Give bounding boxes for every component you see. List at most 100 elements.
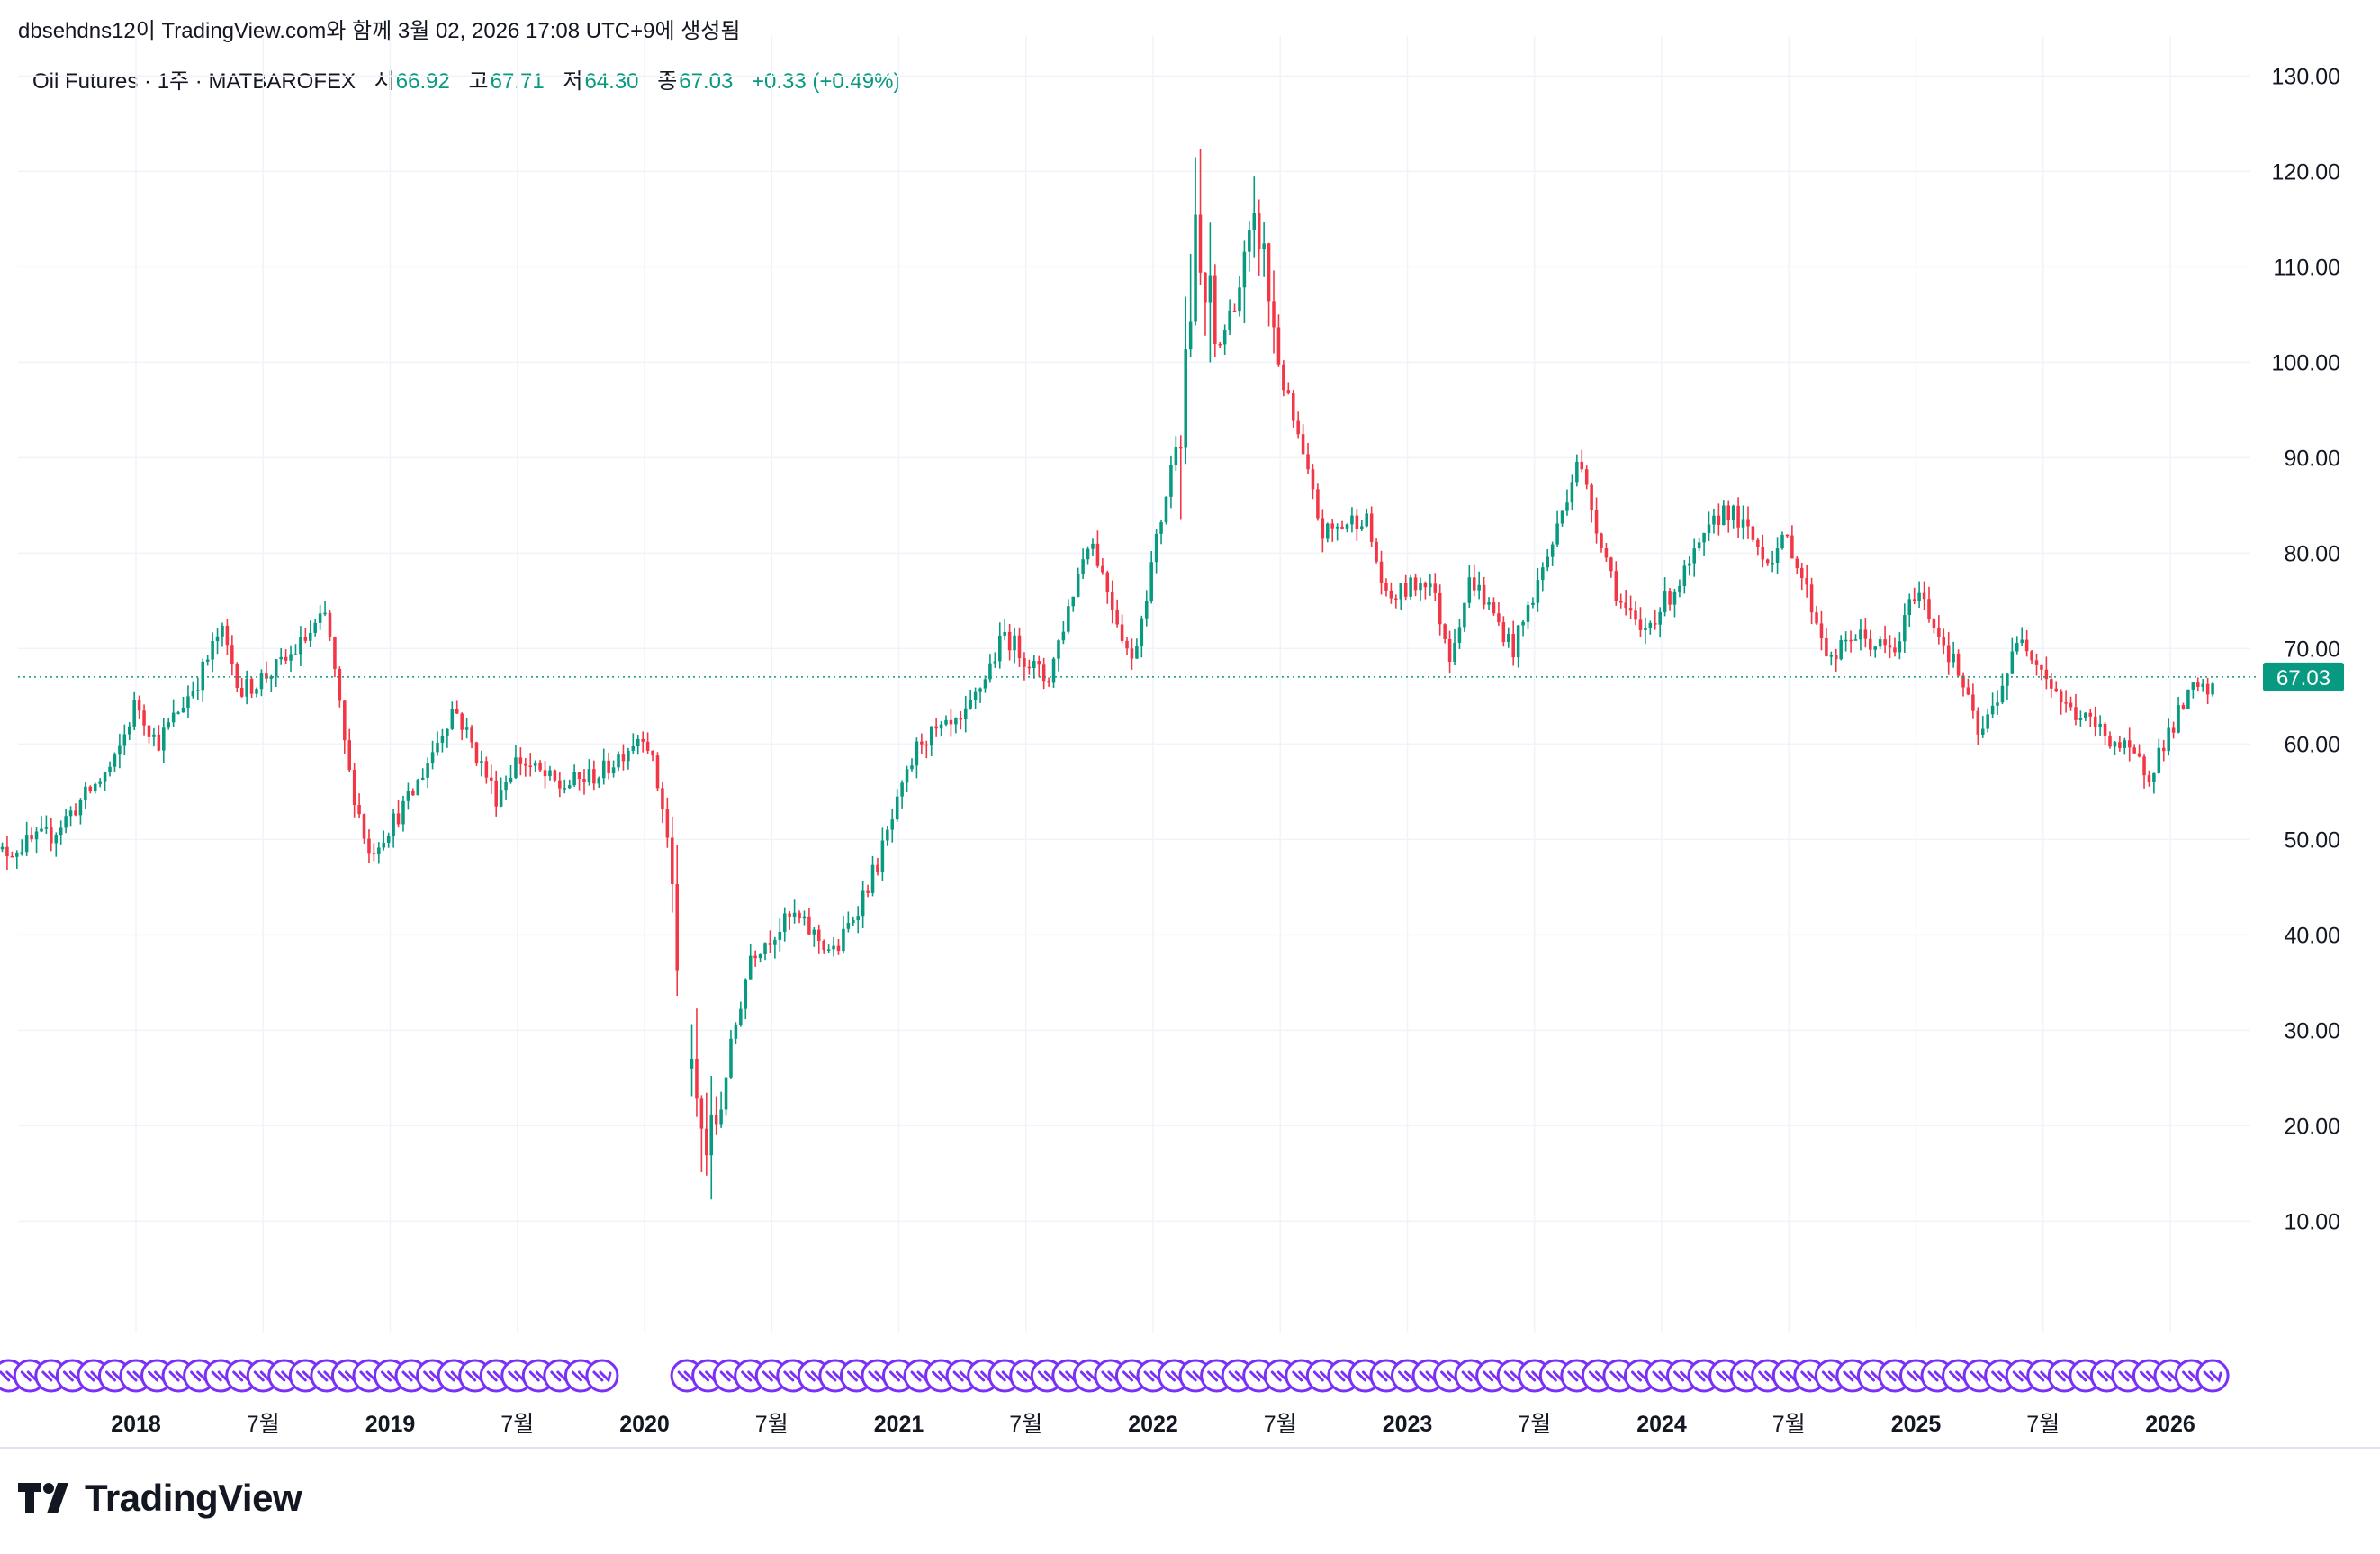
- candle-body: [338, 668, 342, 701]
- candle-body: [1194, 214, 1197, 322]
- candle-body: [1125, 640, 1129, 649]
- candle-body: [1653, 622, 1657, 625]
- candle-body: [2108, 735, 2112, 747]
- candle-body: [235, 664, 239, 689]
- candle-body: [440, 736, 445, 743]
- candle-body: [817, 929, 821, 941]
- candle-body: [1360, 526, 1364, 529]
- candle-body: [15, 852, 19, 857]
- candle-body: [836, 945, 841, 952]
- price-chart[interactable]: 67.03 140.00130.00120.00110.00100.0090.0…: [0, 0, 2380, 1459]
- candle-body: [191, 691, 195, 697]
- candle-body: [782, 913, 787, 932]
- candle-body: [0, 846, 5, 850]
- candle-body: [1521, 621, 1525, 626]
- candle-body: [1996, 702, 1999, 706]
- candle-body: [382, 842, 386, 848]
- candle-body: [230, 645, 234, 664]
- candle-body: [1541, 567, 1545, 581]
- candle-body: [2171, 727, 2176, 733]
- candle-body: [832, 945, 835, 950]
- candle-body: [1419, 583, 1422, 591]
- candle-body: [78, 800, 83, 816]
- candle-body: [1600, 533, 1603, 549]
- x-tick-label: 2020: [619, 1412, 670, 1437]
- candle-body: [1501, 622, 1506, 643]
- candle-body: [1135, 646, 1139, 659]
- candle-body: [1365, 513, 1368, 527]
- candle-body: [983, 679, 987, 689]
- candle-body: [890, 819, 895, 830]
- candle-body: [1369, 513, 1374, 542]
- candle-body: [949, 719, 953, 725]
- candle-body: [671, 837, 674, 884]
- candle-body: [142, 710, 146, 726]
- candle-body: [1184, 349, 1187, 448]
- candle-body: [211, 641, 214, 660]
- y-tick-label: 30.00: [2284, 1018, 2340, 1044]
- candle-body: [1859, 629, 1862, 640]
- candle-body: [122, 734, 127, 746]
- symbol-name[interactable]: Oil Futures · 1주 · MATBAROFEX: [32, 69, 356, 94]
- candle-body: [474, 742, 479, 763]
- candle-body: [1457, 627, 1462, 643]
- y-tick-label: 110.00: [2273, 255, 2340, 280]
- candle-body: [1546, 556, 1550, 568]
- candle-body: [1829, 655, 1834, 657]
- candle-body: [50, 827, 53, 844]
- candle-body: [1443, 624, 1447, 639]
- candle-body: [929, 726, 933, 746]
- candle-body: [597, 778, 601, 784]
- candle-body: [2132, 747, 2136, 754]
- candle-body: [1355, 515, 1359, 529]
- candle-body: [2196, 682, 2200, 687]
- candle-body: [1228, 310, 1231, 330]
- candle-body: [1017, 635, 1022, 659]
- candle-body: [2069, 702, 2073, 708]
- candle-body: [734, 1025, 738, 1039]
- candle-body: [1805, 578, 1808, 585]
- candle-body: [1761, 547, 1765, 560]
- candle-body: [1869, 638, 1872, 650]
- candle-body: [1741, 519, 1745, 528]
- candle-body: [289, 654, 293, 661]
- candle-body: [812, 929, 816, 935]
- candle-body: [1433, 583, 1438, 593]
- candle-body: [460, 713, 464, 730]
- candle-body: [1081, 559, 1085, 574]
- candle-body: [601, 760, 606, 779]
- candle-body: [1516, 625, 1520, 658]
- candle-body: [1849, 639, 1853, 642]
- candle-body: [1765, 559, 1770, 564]
- candle-body: [1071, 596, 1076, 607]
- candle-body: [1198, 214, 1203, 273]
- candle-body: [1912, 599, 1916, 601]
- candle-body: [24, 835, 29, 853]
- candle-body: [1692, 548, 1696, 564]
- candle-body: [2084, 712, 2087, 718]
- candle-body: [910, 765, 914, 770]
- candle-body: [470, 727, 473, 743]
- candle-body: [548, 770, 552, 777]
- candle-body: [567, 785, 572, 789]
- candle-body: [1751, 526, 1755, 540]
- candle-body: [1296, 420, 1300, 435]
- candle-body: [1888, 645, 1892, 648]
- candle-body: [636, 738, 640, 747]
- candle-body: [621, 754, 626, 762]
- candle-body: [59, 827, 63, 836]
- candle-body: [64, 816, 68, 828]
- candle-body: [499, 790, 503, 807]
- candle-body: [553, 770, 557, 781]
- candle-body: [464, 727, 469, 730]
- candle-body: [905, 769, 909, 783]
- candle-body: [1722, 505, 1726, 526]
- candle-body: [1663, 591, 1667, 612]
- candle-body: [2064, 702, 2068, 704]
- candle-body: [2010, 651, 2015, 674]
- candle-body: [1409, 577, 1412, 597]
- candle-body: [1232, 310, 1237, 312]
- candle-body: [1565, 502, 1569, 511]
- tradingview-logo[interactable]: TradingView: [18, 1477, 302, 1520]
- candle-body: [1785, 534, 1790, 537]
